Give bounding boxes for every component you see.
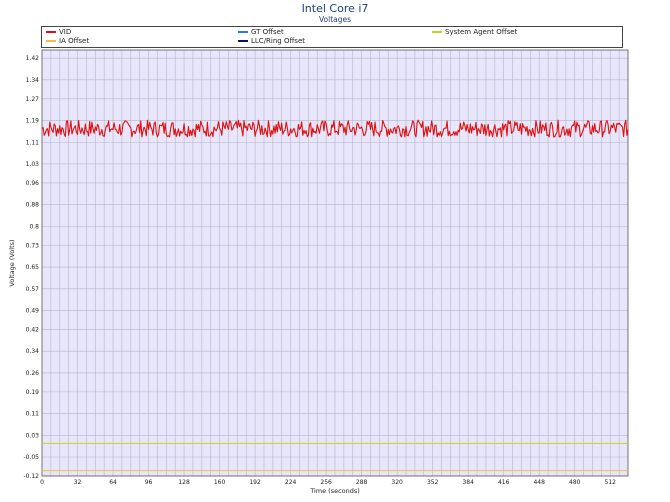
series-line-vid <box>41 119 629 138</box>
x-tick-label: 224 <box>285 479 297 486</box>
y-tick-label: 0.26 <box>26 370 40 377</box>
x-axis-title: Time (seconds) <box>309 487 360 495</box>
x-tick-label: 160 <box>214 479 226 486</box>
y-tick-label: 0.19 <box>26 389 40 396</box>
legend-swatch-gt-offset <box>238 31 248 33</box>
legend-item-gt-offset: GT Offset <box>238 28 284 37</box>
y-tick-label: 0.73 <box>26 242 40 249</box>
y-tick-label: 0.34 <box>26 348 40 355</box>
x-tick-label: 416 <box>498 479 510 486</box>
legend-item-system-agent-offset: System Agent Offset <box>432 28 517 37</box>
x-tick-label: 448 <box>533 479 545 486</box>
x-tick-label: 320 <box>391 479 403 486</box>
x-tick-label: 288 <box>356 479 368 486</box>
y-tick-label: 0.11 <box>26 411 40 418</box>
legend-item-vid: VID <box>46 28 71 37</box>
y-axis-title: Voltage (Volts) <box>8 239 16 286</box>
x-tick-label: 192 <box>249 479 261 486</box>
chart-legend: VID GT Offset System Agent Offset IA Off… <box>41 26 623 48</box>
x-tick-label: 512 <box>605 479 617 486</box>
x-tick-label: 96 <box>145 479 153 486</box>
legend-label-ia-offset: IA Offset <box>59 37 90 45</box>
x-tick-label: 0 <box>40 479 44 486</box>
x-tick-label: 480 <box>569 479 581 486</box>
y-tick-label: 0.88 <box>26 202 40 209</box>
x-tick-label: 352 <box>427 479 439 486</box>
y-tick-label: 0.8 <box>29 223 39 230</box>
y-tick-label: 0.96 <box>26 180 40 187</box>
chart-title: Intel Core i7 <box>301 2 369 15</box>
legend-item-ia-offset: IA Offset <box>46 37 89 46</box>
y-tick-label: 1.11 <box>26 139 40 146</box>
chart-subtitle: Voltages <box>318 15 352 24</box>
y-tick-label: 1.03 <box>26 161 40 168</box>
y-tick-label: 0.42 <box>26 326 40 333</box>
legend-label-gt-offset: GT Offset <box>251 28 284 36</box>
legend-label-system-agent-offset: System Agent Offset <box>445 28 518 36</box>
y-tick-label: 0.03 <box>26 432 40 439</box>
legend-swatch-ia-offset <box>46 40 56 42</box>
x-tick-label: 32 <box>74 479 82 486</box>
y-tick-label: 0.57 <box>26 286 40 293</box>
y-tick-label: 0.65 <box>26 264 40 271</box>
x-tick-label: 256 <box>320 479 332 486</box>
x-tick-label: 64 <box>109 479 117 486</box>
y-tick-label: 1.19 <box>26 118 40 125</box>
plot-border <box>41 49 629 477</box>
legend-item-llc-ring-offset: LLC/Ring Offset <box>238 37 305 46</box>
legend-swatch-system-agent-offset <box>432 31 442 33</box>
legend-label-llc-ring-offset: LLC/Ring Offset <box>251 37 305 45</box>
y-tick-label: 0.49 <box>26 307 40 314</box>
legend-label-vid: VID <box>59 28 72 36</box>
y-tick-label: -0.12 <box>23 473 39 480</box>
y-tick-label: 1.42 <box>26 55 40 62</box>
y-tick-label: 1.27 <box>26 96 40 103</box>
x-tick-label: 128 <box>178 479 190 486</box>
x-tick-label: 384 <box>462 479 474 486</box>
legend-swatch-vid <box>46 31 56 33</box>
y-tick-label: -0.05 <box>23 454 39 461</box>
legend-swatch-llc-ring-offset <box>238 40 248 42</box>
y-tick-label: 1.34 <box>26 77 40 84</box>
